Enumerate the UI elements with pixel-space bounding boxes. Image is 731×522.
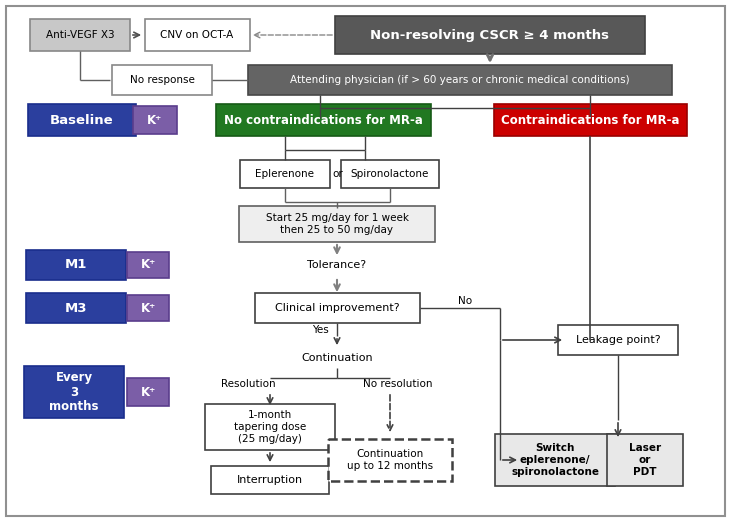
- Text: or: or: [333, 169, 344, 179]
- Text: M3: M3: [65, 302, 87, 314]
- Text: M1: M1: [65, 258, 87, 271]
- Bar: [127, 295, 169, 321]
- Text: Spironolactone: Spironolactone: [351, 169, 429, 179]
- Bar: [335, 16, 645, 54]
- Text: K⁺: K⁺: [148, 113, 162, 126]
- Bar: [205, 404, 335, 450]
- Text: No response: No response: [129, 75, 194, 85]
- Text: Clinical improvement?: Clinical improvement?: [275, 303, 399, 313]
- Bar: [30, 19, 130, 51]
- Text: Anti-VEGF X3: Anti-VEGF X3: [45, 30, 114, 40]
- Text: No resolution: No resolution: [363, 379, 433, 389]
- Text: Continuation: Continuation: [301, 353, 373, 363]
- Bar: [239, 206, 435, 242]
- Bar: [248, 65, 672, 95]
- Bar: [26, 250, 126, 280]
- Text: Interruption: Interruption: [237, 475, 303, 485]
- Bar: [28, 104, 136, 136]
- Bar: [240, 160, 330, 188]
- Bar: [216, 104, 431, 136]
- Text: Eplerenone: Eplerenone: [256, 169, 314, 179]
- Text: Switch
eplerenone/
spironolactone: Switch eplerenone/ spironolactone: [511, 443, 599, 477]
- Text: Start 25 mg/day for 1 week
then 25 to 50 mg/day: Start 25 mg/day for 1 week then 25 to 50…: [265, 213, 409, 235]
- Text: K⁺: K⁺: [140, 386, 156, 398]
- Text: Leakage point?: Leakage point?: [576, 335, 660, 345]
- Bar: [133, 106, 177, 134]
- Bar: [558, 325, 678, 355]
- Text: No contraindications for MR-a: No contraindications for MR-a: [224, 113, 423, 126]
- Text: Non-resolving CSCR ≥ 4 months: Non-resolving CSCR ≥ 4 months: [371, 29, 610, 42]
- Text: K⁺: K⁺: [140, 302, 156, 314]
- Bar: [211, 466, 329, 494]
- Bar: [24, 366, 124, 418]
- Text: Laser
or
PDT: Laser or PDT: [629, 443, 661, 477]
- Bar: [493, 104, 686, 136]
- Bar: [127, 252, 169, 278]
- Text: Tolerance?: Tolerance?: [308, 260, 366, 270]
- Text: K⁺: K⁺: [140, 258, 156, 271]
- Bar: [607, 434, 683, 486]
- Text: Baseline: Baseline: [50, 113, 114, 126]
- Text: Every
3
months: Every 3 months: [49, 371, 99, 413]
- Bar: [254, 293, 420, 323]
- Text: Continuation
up to 12 months: Continuation up to 12 months: [347, 449, 433, 471]
- Text: No: No: [458, 296, 472, 306]
- Bar: [145, 19, 249, 51]
- Bar: [112, 65, 212, 95]
- Text: Resolution: Resolution: [221, 379, 276, 389]
- Text: Yes: Yes: [311, 325, 328, 335]
- Bar: [495, 434, 615, 486]
- Bar: [26, 293, 126, 323]
- Bar: [127, 378, 169, 406]
- Bar: [341, 160, 439, 188]
- Bar: [328, 439, 452, 481]
- Text: Contraindications for MR-a: Contraindications for MR-a: [501, 113, 679, 126]
- Text: 1-month
tapering dose
(25 mg/day): 1-month tapering dose (25 mg/day): [234, 410, 306, 444]
- Text: Attending physician (if > 60 years or chronic medical conditions): Attending physician (if > 60 years or ch…: [290, 75, 630, 85]
- Text: CNV on OCT-A: CNV on OCT-A: [160, 30, 234, 40]
